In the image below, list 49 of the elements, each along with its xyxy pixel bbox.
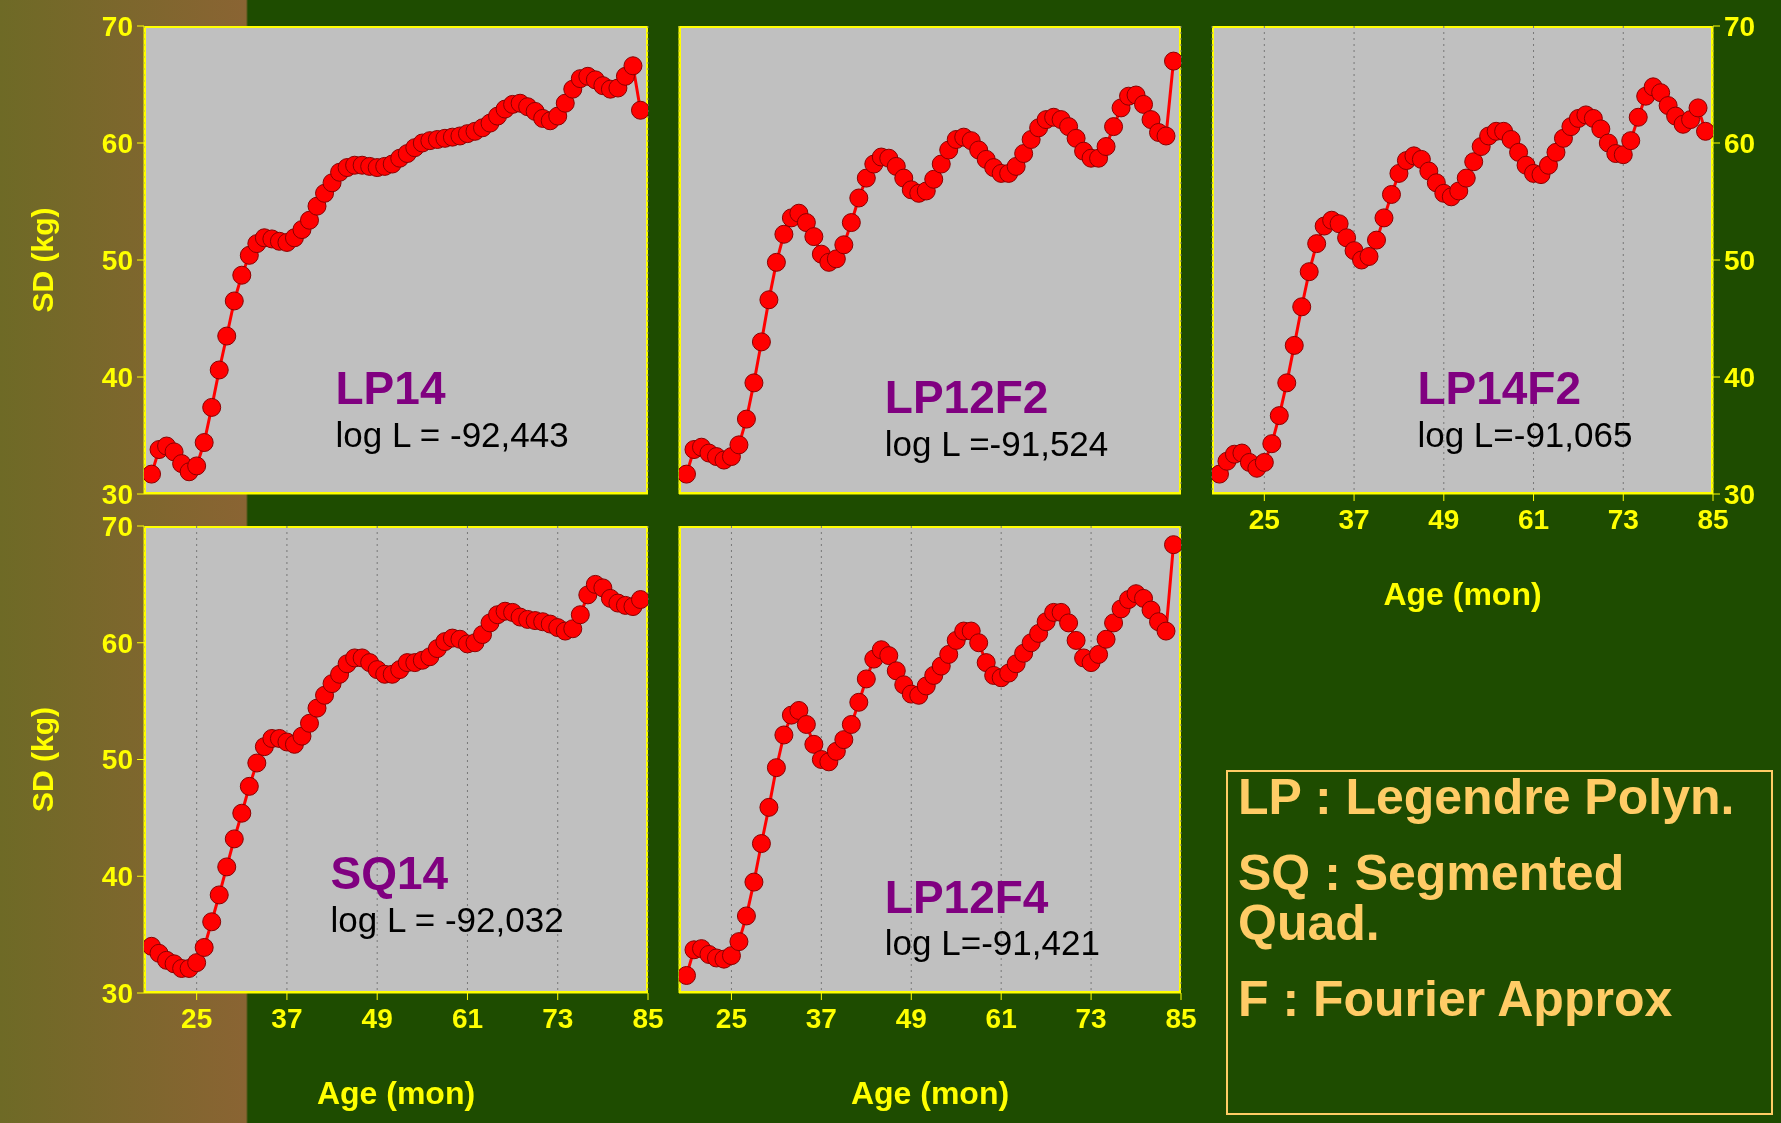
x-tick-label: 73	[542, 1002, 574, 1034]
y-tick-label: 50	[1724, 244, 1756, 276]
x-tick-label: 85	[1165, 1002, 1197, 1034]
text: LP : Legendre Polyn.	[1238, 769, 1736, 825]
x-axis-title: Age (mon)	[1383, 576, 1542, 612]
y-tick-label: 30	[101, 977, 133, 1009]
annotation: log L =-91,524	[884, 422, 1109, 465]
y-tick-label: 50	[101, 244, 133, 276]
annotation: log L=-91,065	[1417, 413, 1633, 456]
x-tick-label: 61	[985, 1002, 1017, 1034]
x-tick-label: 37	[1338, 503, 1370, 535]
x-tick-label: 25	[181, 1002, 213, 1034]
annotation: log L = -92,032	[330, 899, 564, 941]
x-tick-label: 25	[715, 1002, 748, 1034]
y-tick-label: 70	[101, 10, 133, 42]
y-tick-label: 70	[1724, 10, 1756, 42]
x-tick-label: 73	[1607, 503, 1639, 535]
y-tick-label: 30	[101, 478, 133, 510]
y-axis-title: SD (kg)	[25, 207, 59, 313]
x-tick-label: 37	[271, 1002, 303, 1034]
y-tick-label: 60	[101, 127, 133, 159]
x-tick-label: 49	[895, 1002, 927, 1034]
x-tick-label: 61	[1517, 503, 1550, 535]
y-tick-label: 60	[101, 627, 133, 659]
y-axis-title: SD (kg)	[25, 707, 59, 812]
y-tick-label: 50	[101, 744, 133, 776]
annotation: LP14	[335, 361, 447, 414]
text: SQ : Segmented Quad.	[1238, 845, 1626, 951]
annotation: log L = -92,443	[335, 413, 569, 456]
x-tick-label: 73	[1075, 1002, 1107, 1034]
y-tick-label: 40	[101, 861, 133, 893]
annotation: LP12F2	[884, 371, 1050, 424]
text: F : Fourier Approx	[1238, 971, 1674, 1027]
y-tick-label: 60	[1724, 127, 1756, 159]
annotation: log L=-91,421	[884, 922, 1100, 965]
x-axis-title: Age (mon)	[316, 1075, 476, 1111]
x-axis-title: Age (mon)	[850, 1075, 1010, 1111]
x-tick-label: 49	[361, 1002, 393, 1034]
x-tick-label: 25	[1248, 503, 1280, 535]
y-tick-label: 40	[101, 361, 133, 393]
annotation: LP12F4	[884, 870, 1050, 923]
y-tick-label: 40	[1724, 361, 1756, 393]
annotation: LP14F2	[1417, 361, 1583, 414]
x-tick-label: 61	[451, 1002, 484, 1034]
x-tick-label: 85	[632, 1002, 664, 1034]
x-tick-label: 37	[805, 1002, 837, 1034]
annotation: SQ14	[330, 847, 450, 900]
y-tick-label: 70	[101, 510, 133, 542]
x-tick-label: 49	[1428, 503, 1460, 535]
